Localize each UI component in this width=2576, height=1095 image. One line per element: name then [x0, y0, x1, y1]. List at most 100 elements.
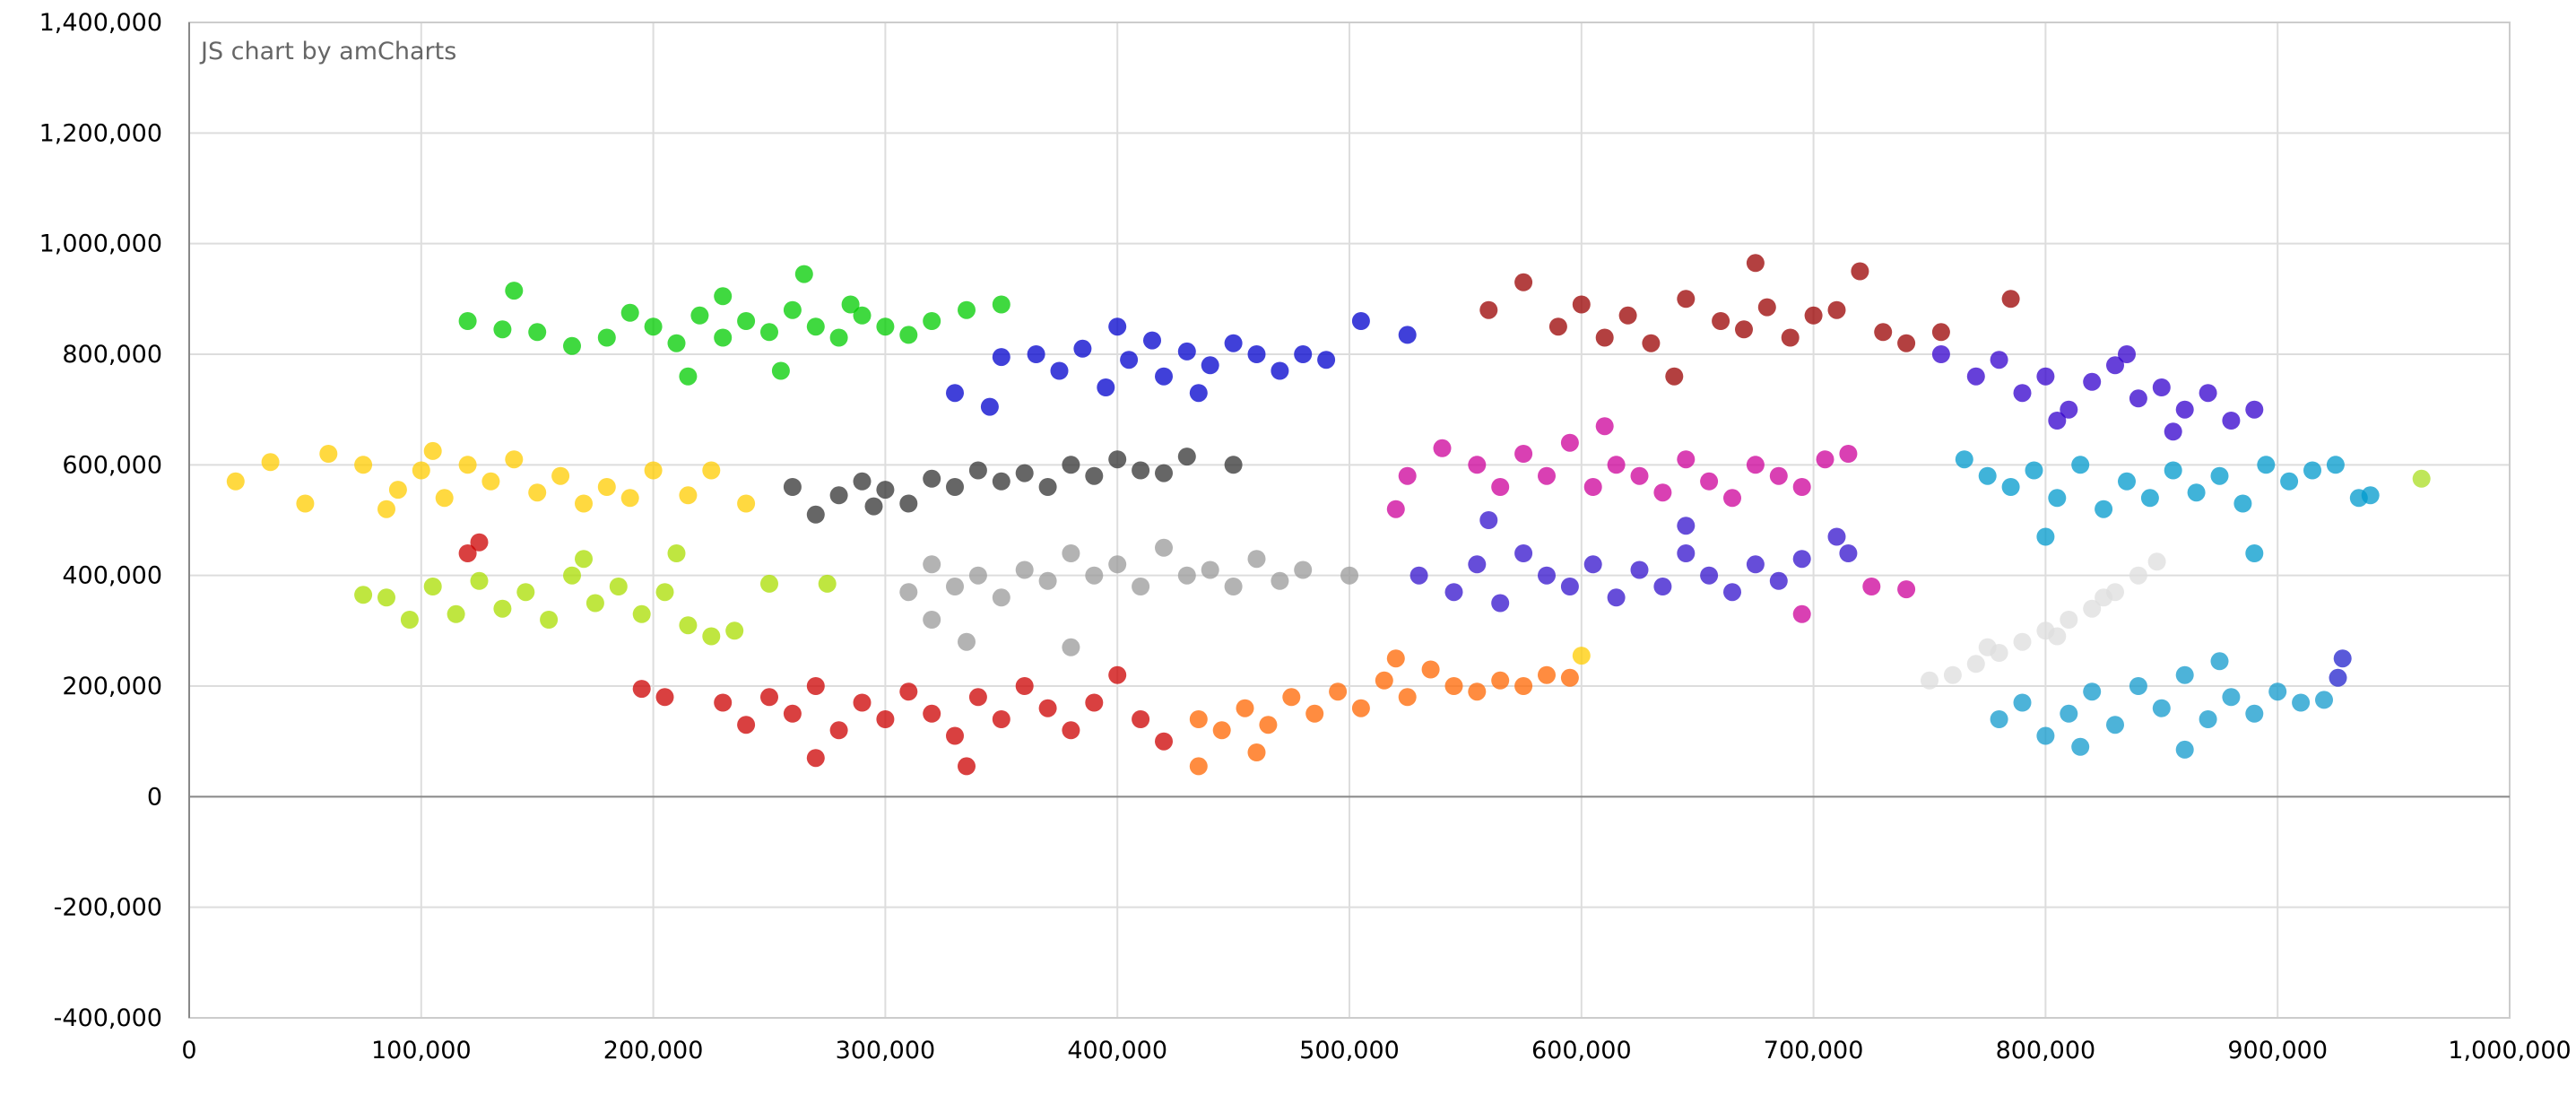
scatter-point[interactable] [876, 481, 895, 500]
scatter-point[interactable] [923, 611, 941, 629]
scatter-point[interactable] [609, 578, 628, 595]
scatter-point[interactable] [2048, 412, 2067, 430]
scatter-point[interactable] [1491, 594, 1510, 613]
scatter-point[interactable] [423, 578, 442, 595]
scatter-point[interactable] [958, 300, 976, 319]
scatter-point[interactable] [354, 456, 373, 474]
scatter-point[interactable] [575, 494, 593, 513]
scatter-point[interactable] [1201, 356, 1219, 375]
scatter-point[interactable] [2152, 378, 2171, 396]
scatter-point[interactable] [2333, 649, 2352, 668]
scatter-point[interactable] [946, 478, 964, 496]
scatter-point[interactable] [2210, 652, 2229, 671]
scatter-point[interactable] [1143, 331, 1161, 350]
scatter-point[interactable] [714, 328, 733, 347]
scatter-point[interactable] [2083, 372, 2102, 391]
scatter-point[interactable] [1212, 721, 1231, 740]
scatter-point[interactable] [1769, 466, 1788, 485]
scatter-point[interactable] [2326, 456, 2345, 474]
scatter-point[interactable] [597, 328, 616, 347]
scatter-point[interactable] [679, 616, 698, 635]
scatter-point[interactable] [644, 317, 663, 336]
scatter-point[interactable] [575, 550, 593, 569]
scatter-point[interactable] [1479, 300, 1498, 319]
scatter-point[interactable] [1653, 578, 1672, 595]
scatter-point[interactable] [1305, 704, 1324, 723]
scatter-point[interactable] [1897, 334, 1916, 352]
scatter-point[interactable] [2118, 345, 2136, 363]
scatter-point[interactable] [1062, 638, 1080, 656]
scatter-point[interactable] [1108, 450, 1127, 469]
scatter-point[interactable] [1769, 571, 1788, 590]
scatter-point[interactable] [1177, 342, 1196, 361]
scatter-point[interactable] [620, 489, 639, 508]
scatter-point[interactable] [1618, 306, 1637, 325]
scatter-point[interactable] [2164, 461, 2182, 480]
scatter-point[interactable] [1827, 300, 1846, 319]
scatter-point[interactable] [505, 450, 524, 469]
scatter-point[interactable] [2412, 469, 2431, 488]
scatter-point[interactable] [1085, 466, 1104, 485]
scatter-point[interactable] [481, 472, 500, 491]
scatter-point[interactable] [725, 621, 744, 640]
scatter-point[interactable] [737, 494, 756, 513]
scatter-point[interactable] [667, 334, 686, 352]
scatter-point[interactable] [968, 566, 987, 585]
scatter-point[interactable] [493, 320, 512, 339]
scatter-point[interactable] [1572, 295, 1591, 314]
scatter-point[interactable] [2199, 710, 2217, 728]
scatter-point[interactable] [1468, 682, 1487, 701]
scatter-point[interactable] [2245, 400, 2264, 419]
scatter-point[interactable] [1804, 306, 1823, 325]
scatter-point[interactable] [1294, 345, 1313, 363]
scatter-point[interactable] [470, 571, 489, 590]
scatter-point[interactable] [1386, 500, 1405, 518]
scatter-point[interactable] [714, 693, 733, 712]
scatter-point[interactable] [1931, 345, 1950, 363]
scatter-point[interactable] [2013, 384, 2032, 403]
scatter-point[interactable] [2222, 688, 2241, 707]
scatter-point[interactable] [2106, 716, 2124, 734]
scatter-point[interactable] [1097, 378, 1115, 396]
scatter-point[interactable] [1723, 489, 1741, 508]
scatter-point[interactable] [1177, 448, 1196, 466]
scatter-point[interactable] [1351, 312, 1370, 330]
scatter-point[interactable] [1839, 445, 1858, 463]
scatter-point[interactable] [1398, 466, 1417, 485]
scatter-point[interactable] [946, 726, 964, 745]
scatter-point[interactable] [1560, 668, 1579, 687]
scatter-point[interactable] [458, 544, 477, 562]
scatter-point[interactable] [923, 704, 941, 723]
scatter-point[interactable] [1189, 757, 1208, 776]
scatter-point[interactable] [2048, 627, 2067, 646]
scatter-point[interactable] [760, 323, 778, 342]
scatter-point[interactable] [2329, 668, 2347, 687]
scatter-point[interactable] [1062, 456, 1080, 474]
scatter-point[interactable] [1015, 464, 1034, 482]
scatter-point[interactable] [1189, 384, 1208, 403]
scatter-point[interactable] [1978, 638, 1997, 656]
scatter-point[interactable] [1027, 345, 1045, 363]
scatter-point[interactable] [1155, 538, 1173, 557]
scatter-point[interactable] [714, 287, 733, 306]
scatter-point[interactable] [400, 611, 419, 629]
scatter-point[interactable] [2233, 494, 2252, 513]
scatter-point[interactable] [992, 588, 1010, 607]
scatter-point[interactable] [2095, 588, 2113, 607]
scatter-point[interactable] [1712, 312, 1730, 330]
scatter-point[interactable] [1514, 273, 1533, 291]
scatter-point[interactable] [876, 317, 895, 336]
scatter-point[interactable] [551, 466, 570, 485]
scatter-point[interactable] [1700, 472, 1719, 491]
scatter-point[interactable] [980, 397, 999, 416]
scatter-point[interactable] [1921, 671, 1939, 690]
scatter-point[interactable] [655, 583, 674, 602]
scatter-point[interactable] [2222, 412, 2241, 430]
scatter-point[interactable] [2106, 356, 2124, 375]
scatter-point[interactable] [737, 312, 756, 330]
scatter-point[interactable] [1816, 450, 1834, 469]
scatter-point[interactable] [1468, 555, 1487, 574]
scatter-point[interactable] [794, 265, 813, 283]
scatter-point[interactable] [1665, 367, 1684, 386]
scatter-point[interactable] [2268, 682, 2287, 701]
